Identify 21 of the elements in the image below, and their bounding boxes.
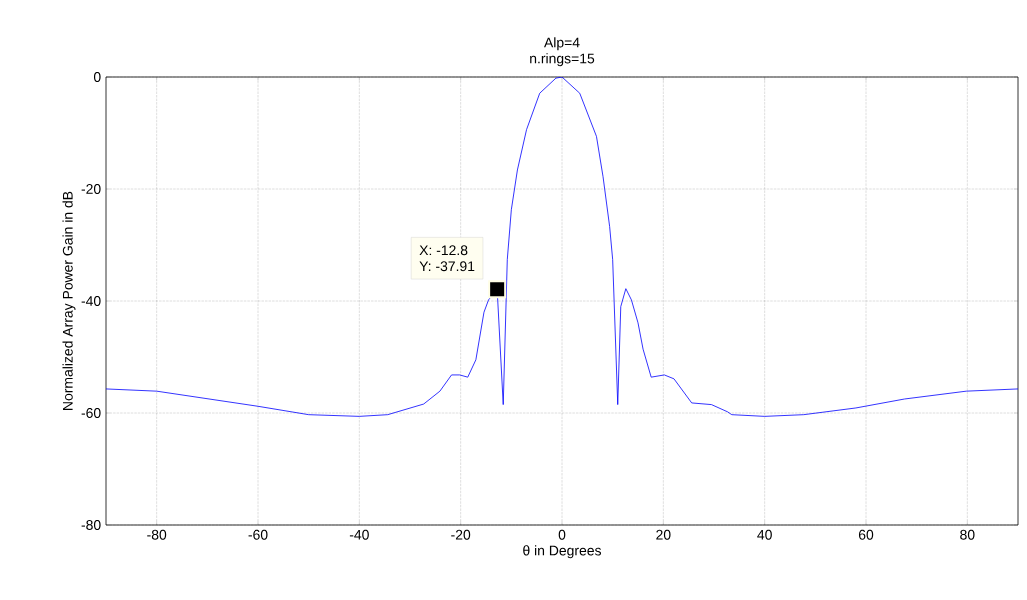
x-tick-label: -20 bbox=[451, 529, 471, 540]
line-series bbox=[106, 77, 1018, 417]
x-tick-label: -60 bbox=[248, 529, 268, 540]
x-tick-label: 40 bbox=[757, 529, 772, 540]
x-tick-label: 20 bbox=[656, 529, 671, 540]
y-tick-label: 0 bbox=[93, 72, 101, 82]
y-tick-label: -80 bbox=[81, 520, 101, 530]
x-tick-label: 80 bbox=[960, 529, 975, 540]
chart-subtitle: n.rings=15 bbox=[530, 53, 595, 67]
x-tick-label: 60 bbox=[858, 529, 874, 540]
x-axis-title: θ in Degrees bbox=[523, 545, 602, 559]
x-tick-label: -40 bbox=[349, 529, 369, 540]
y-tick-label: -60 bbox=[81, 408, 101, 418]
y-tick-label: -40 bbox=[81, 296, 101, 306]
chart-title: Alp=4 bbox=[544, 37, 580, 51]
x-tick-label: 0 bbox=[558, 529, 566, 540]
y-tick-label: -20 bbox=[81, 184, 101, 194]
annotation: X: -12.8 bbox=[419, 245, 468, 256]
x-tick-label: -80 bbox=[147, 529, 167, 540]
annotation: Y: -37.91 bbox=[419, 261, 475, 272]
y-axis-title: Normalized Array Power Gain in dB bbox=[62, 191, 76, 410]
